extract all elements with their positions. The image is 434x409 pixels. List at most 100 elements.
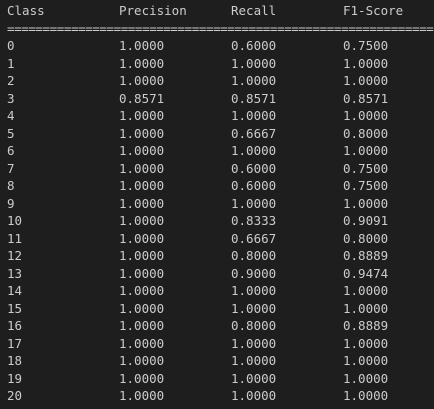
table-row: 5 1.0000 0.6667 0.8000 (7, 125, 434, 143)
cell-class: 7 (7, 160, 15, 176)
cell-recall: 0.6000 (231, 160, 277, 176)
cell-precision: 1.0000 (119, 265, 165, 281)
cell-class: 20 (7, 388, 23, 403)
cell-class: 9 (7, 195, 15, 211)
cell-class: 5 (7, 125, 15, 141)
cell-recall: 1.0000 (231, 283, 277, 298)
cell-class: 6 (7, 143, 15, 158)
cell-f1-score: 0.8889 (343, 318, 389, 333)
table-row: 3 0.8571 0.8571 0.8571 (7, 90, 434, 108)
table-row: 8 1.0000 0.6000 0.7500 (7, 177, 434, 195)
cell-class: 0 (7, 38, 15, 53)
header-class: Class (7, 3, 45, 18)
cell-f1-score: 1.0000 (343, 283, 389, 298)
table-row: 16 1.0000 0.8000 0.8889 (7, 317, 434, 335)
cell-f1-score: 0.8000 (343, 230, 389, 246)
cell-recall: 0.8333 (231, 213, 277, 228)
table-row: 12 1.0000 0.8000 0.8889 (7, 247, 434, 265)
table-row: 10 1.0000 0.8333 0.9091 (7, 212, 434, 230)
cell-precision: 1.0000 (119, 55, 165, 71)
cell-precision: 1.0000 (119, 283, 165, 298)
cell-recall: 1.0000 (231, 370, 277, 386)
cell-f1-score: 1.0000 (343, 55, 389, 71)
cell-recall: 1.0000 (231, 300, 277, 316)
table-row: 9 1.0000 1.0000 1.0000 (7, 195, 434, 213)
cell-recall: 1.0000 (231, 335, 277, 351)
cell-precision: 1.0000 (119, 73, 165, 88)
cell-class: 16 (7, 318, 23, 333)
cell-f1-score: 0.8000 (343, 125, 389, 141)
cell-f1-score: 0.8889 (343, 248, 389, 263)
cell-class: 10 (7, 213, 23, 228)
cell-precision: 1.0000 (119, 335, 165, 351)
cell-f1-score: 1.0000 (343, 143, 389, 158)
header-recall: Recall (231, 3, 277, 18)
cell-f1-score: 1.0000 (343, 388, 389, 403)
cell-f1-score: 0.7500 (343, 38, 389, 53)
cell-class: 15 (7, 300, 23, 316)
cell-precision: 1.0000 (119, 353, 165, 368)
cell-class: 13 (7, 265, 23, 281)
cell-precision: 1.0000 (119, 108, 165, 123)
cell-precision: 1.0000 (119, 143, 165, 158)
cell-recall: 1.0000 (231, 143, 277, 158)
table-row: 19 1.0000 1.0000 1.0000 (7, 370, 434, 388)
cell-f1-score: 1.0000 (343, 335, 389, 351)
cell-recall: 1.0000 (231, 73, 277, 88)
cell-precision: 1.0000 (119, 125, 165, 141)
cell-f1-score: 1.0000 (343, 300, 389, 316)
cell-f1-score: 0.9474 (343, 265, 389, 281)
cell-precision: 1.0000 (119, 178, 165, 193)
cell-precision: 1.0000 (119, 38, 165, 53)
cell-class: 18 (7, 353, 23, 368)
cell-recall: 0.6667 (231, 230, 277, 246)
cell-recall: 1.0000 (231, 195, 277, 211)
table-row: 2 1.0000 1.0000 1.0000 (7, 72, 434, 90)
cell-f1-score: 1.0000 (343, 73, 389, 88)
table-row: 0 1.0000 0.6000 0.7500 (7, 37, 434, 55)
cell-f1-score: 0.8571 (343, 90, 389, 106)
table-row: 4 1.0000 1.0000 1.0000 (7, 107, 434, 125)
cell-precision: 1.0000 (119, 160, 165, 176)
cell-f1-score: 0.7500 (343, 160, 389, 176)
cell-precision: 0.8571 (119, 90, 165, 106)
cell-precision: 1.0000 (119, 318, 165, 333)
cell-recall: 0.6000 (231, 178, 277, 193)
cell-f1-score: 1.0000 (343, 370, 389, 386)
cell-f1-score: 0.9474 (343, 405, 388, 409)
cell-precision: 1.0000 (119, 300, 165, 316)
table-row: 1 1.0000 1.0000 1.0000 (7, 55, 434, 73)
header-f1-score: F1-Score (343, 3, 404, 18)
cell-f1-score: 0.7500 (343, 178, 389, 193)
cell-precision: 1.0000 (119, 195, 165, 211)
table-row: 13 1.0000 0.9000 0.9474 (7, 265, 434, 283)
cell-recall: 0.8571 (231, 90, 277, 106)
table-row: 7 1.0000 0.6000 0.7500 (7, 160, 434, 178)
cell-f1-score: 1.0000 (343, 353, 389, 368)
cell-precision: 1.0000 (119, 388, 165, 403)
table-row: 11 1.0000 0.6667 0.8000 (7, 230, 434, 248)
table-row: 6 1.0000 1.0000 1.0000 (7, 142, 434, 160)
cell-class: 21 (7, 405, 22, 409)
cell-precision: 1.0000 (119, 248, 165, 263)
cell-class: 1 (7, 55, 15, 71)
cell-precision: 1.0000 (119, 230, 165, 246)
cell-class: 19 (7, 370, 23, 386)
table-body: 0 1.0000 0.6000 0.7500 1 1.0000 1.0000 1.0000 2 1… (7, 37, 434, 409)
header-precision: Precision (119, 3, 187, 18)
table-row: 21 0.9000 1.0000 0.9474 (7, 405, 434, 409)
table-header-row: Class Precision Recall F1-Score (7, 2, 434, 20)
cell-recall: 0.9000 (231, 265, 277, 281)
cell-recall: 0.8000 (231, 318, 277, 333)
cell-recall: 1.0000 (231, 405, 276, 409)
cell-class: 17 (7, 335, 23, 351)
cell-class: 4 (7, 108, 15, 123)
cell-class: 3 (7, 90, 15, 106)
cell-recall: 1.0000 (231, 353, 277, 368)
table-row: 20 1.0000 1.0000 1.0000 (7, 387, 434, 405)
cell-precision: 0.9000 (119, 405, 164, 409)
table-row: 15 1.0000 1.0000 1.0000 (7, 300, 434, 318)
table-row: 18 1.0000 1.0000 1.0000 (7, 352, 434, 370)
table-row: 14 1.0000 1.0000 1.0000 (7, 282, 434, 300)
